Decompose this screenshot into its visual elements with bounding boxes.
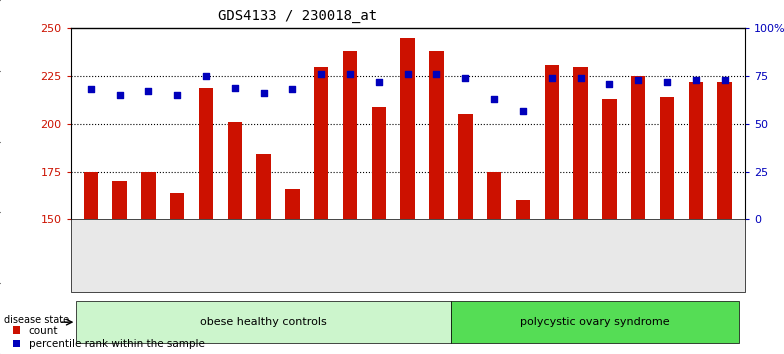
Point [546,75,558,81]
Point [401,72,414,77]
Point [228,85,241,90]
Point [343,72,356,77]
Point [488,96,500,102]
Point [286,87,299,92]
Point [85,87,97,92]
Point [430,72,443,77]
Point [142,88,154,94]
Point [113,92,125,98]
Bar [343,51,358,219]
Bar [487,172,501,219]
Point [603,81,615,87]
Bar [285,189,299,219]
Text: disease state: disease state [4,315,69,325]
Point [171,92,183,98]
Bar [372,107,386,219]
Point [200,73,212,79]
Bar [84,172,98,219]
Bar [112,181,127,219]
Bar [602,99,616,219]
Bar [401,38,415,219]
Bar [314,67,328,219]
Point [315,72,328,77]
Point [459,75,472,81]
Bar [458,114,473,219]
Text: obese healthy controls: obese healthy controls [200,317,327,327]
Bar [227,122,242,219]
Bar [516,200,530,219]
Bar [170,193,184,219]
Point [718,77,731,83]
Text: polycystic ovary syndrome: polycystic ovary syndrome [520,317,670,327]
Bar [256,154,270,219]
Bar [717,82,731,219]
Point [661,79,673,85]
Point [632,77,644,83]
Point [257,91,270,96]
Bar [631,76,645,219]
Bar [545,65,559,219]
Bar [199,87,213,219]
Text: GDS4133 / 230018_at: GDS4133 / 230018_at [219,9,377,23]
Bar [430,51,444,219]
Bar [141,172,155,219]
Point [517,108,529,113]
Bar [688,82,703,219]
Legend: count, percentile rank within the sample: count, percentile rank within the sample [13,326,205,349]
Bar [573,67,588,219]
Bar [660,97,674,219]
Point [690,77,702,83]
Point [575,75,587,81]
Point [372,79,385,85]
